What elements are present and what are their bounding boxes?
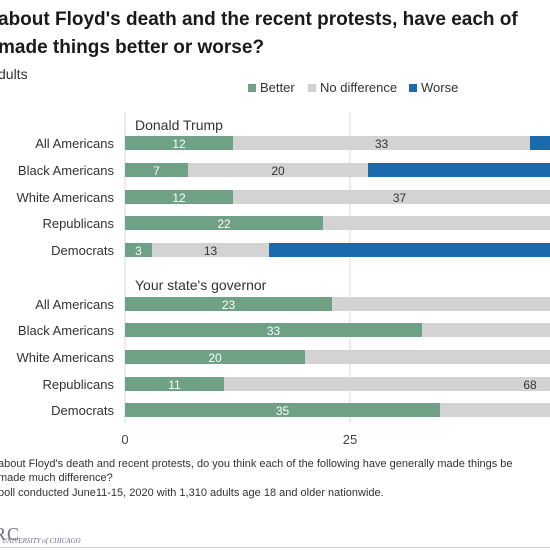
bar-segment-no-difference — [323, 216, 550, 230]
legend-label-no-difference: No difference — [320, 80, 398, 95]
note-methodology: poll conducted June11-15, 2020 with 1,31… — [0, 487, 384, 499]
bar-segment-no-difference — [233, 136, 530, 150]
bar-segment-better — [125, 297, 332, 311]
bar-segment-no-difference — [152, 243, 269, 257]
legend-item-better: Better — [248, 80, 295, 95]
bar-segment-no-difference — [422, 323, 550, 337]
category-label: White Americans — [16, 350, 114, 365]
data-label: 23 — [222, 298, 236, 312]
chart-title-line-2: made things better or worse? — [0, 37, 265, 58]
data-label: 3 — [135, 244, 142, 258]
chart-subtitle: dults — [0, 66, 28, 82]
group-label: Your state's governor — [135, 277, 267, 293]
bar-segment-better — [125, 323, 422, 337]
category-label: All Americans — [35, 136, 114, 151]
bar-segment-better — [125, 377, 224, 391]
data-label: 33 — [267, 324, 281, 338]
data-label: 12 — [172, 137, 186, 151]
data-label: 12 — [172, 191, 186, 205]
category-label: Democrats — [51, 403, 114, 418]
bar-segment-no-difference — [305, 350, 550, 364]
legend-label-better: Better — [260, 80, 295, 95]
footer-divider — [0, 547, 550, 548]
category-label: All Americans — [35, 297, 114, 312]
logo-subtext: UNIVERSITY of CHICAGO — [2, 537, 81, 545]
category-label: White Americans — [16, 190, 114, 205]
bar-segment-no-difference — [332, 297, 550, 311]
logo: RC — [0, 524, 21, 544]
note-question-line-1: about Floyd's death and recent protests,… — [0, 458, 513, 470]
legend-swatch-no-difference — [308, 84, 316, 92]
chart-title-line-1: about Floyd's death and the recent prote… — [0, 9, 518, 30]
category-label: Republicans — [42, 377, 114, 392]
bar-segment-better — [125, 350, 305, 364]
category-label: Black Americans — [18, 323, 115, 338]
bar-segment-worse — [269, 243, 550, 257]
x-tick-label: 25 — [343, 432, 357, 447]
data-label: 35 — [276, 404, 290, 418]
data-label: 7 — [153, 164, 160, 178]
data-label: 20 — [208, 351, 222, 365]
note-question-line-2: made much difference? — [0, 472, 113, 484]
data-label: 68 — [523, 378, 537, 392]
data-label: 33 — [375, 137, 389, 151]
bar-segment-no-difference — [224, 377, 550, 391]
bar-segment-better — [125, 403, 440, 417]
legend-label-worse: Worse — [421, 80, 459, 95]
bar-segment-no-difference — [188, 163, 368, 177]
data-label: 11 — [168, 378, 181, 392]
legend-swatch-better — [248, 84, 256, 92]
legend-swatch-worse — [409, 84, 417, 92]
bar-segment-better — [125, 163, 188, 177]
bar-segment-better — [125, 190, 233, 204]
data-label: 22 — [217, 217, 231, 231]
category-label: Republicans — [42, 216, 114, 231]
bar-segment-no-difference — [440, 403, 550, 417]
bar-segment-no-difference — [233, 190, 550, 204]
legend-item-no-difference: No difference — [308, 80, 397, 95]
category-label: Democrats — [51, 243, 114, 258]
bar-segment-better — [125, 216, 323, 230]
bar-segment-better — [125, 243, 152, 257]
group-label: Donald Trump — [135, 117, 223, 133]
data-label: 13 — [204, 244, 218, 258]
bar-segment-better — [125, 136, 233, 150]
legend-item-worse: Worse — [409, 80, 458, 95]
data-label: 37 — [393, 191, 407, 205]
data-label: 20 — [271, 164, 285, 178]
category-label: Black Americans — [18, 163, 115, 178]
bar-segment-worse — [530, 136, 550, 150]
bar-segment-worse — [368, 163, 550, 177]
x-tick-label: 0 — [121, 432, 128, 447]
